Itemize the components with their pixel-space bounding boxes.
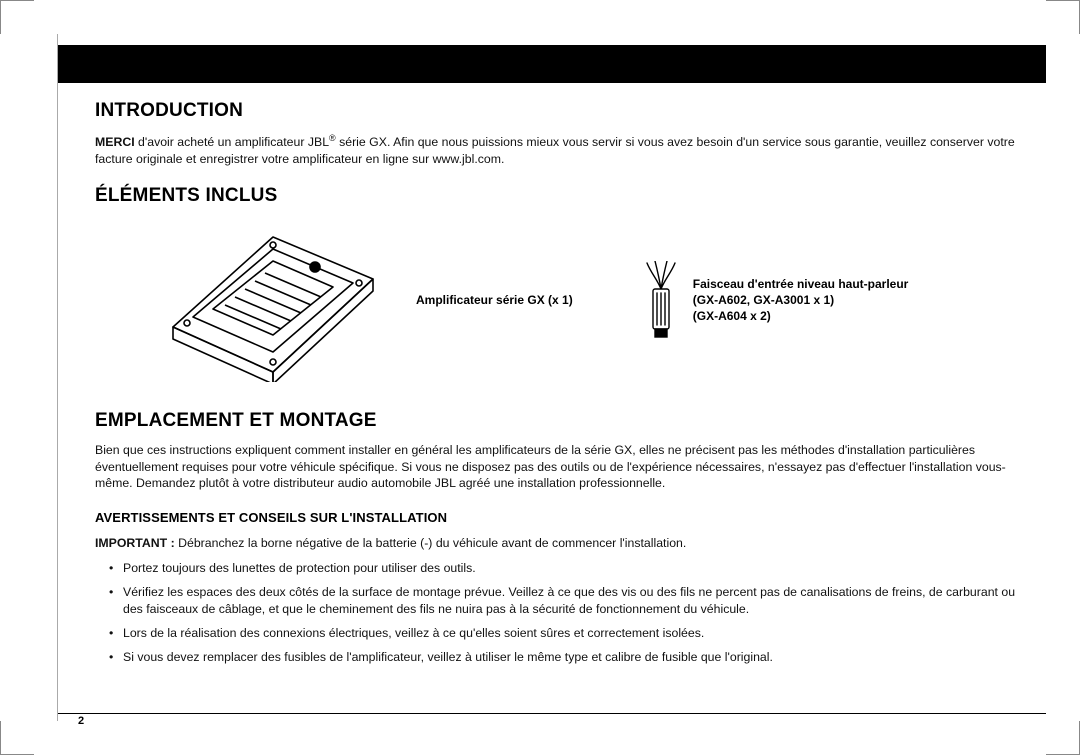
crop-mark-br — [1046, 721, 1080, 755]
wire-harness-icon — [643, 261, 679, 339]
amplifier-icon — [165, 217, 380, 382]
crop-mark-tl — [0, 0, 34, 34]
introduction-paragraph: MERCI d'avoir acheté un amplificateur JB… — [95, 132, 1025, 167]
introduction-heading: INTRODUCTION — [95, 100, 1025, 122]
harness-label-line2: (GX-A602, GX-A3001 x 1) — [693, 292, 909, 308]
bullet-item: Si vous devez remplacer des fusibles de … — [113, 649, 1025, 666]
crop-mark-tr — [1046, 0, 1080, 34]
important-bold: IMPORTANT : — [95, 536, 175, 550]
amplifier-label: Amplificateur série GX (x 1) — [416, 293, 573, 307]
amplifier-item: Amplificateur série GX (x 1) — [165, 217, 573, 382]
manual-page: INTRODUCTION MERCI d'avoir acheté un amp… — [0, 0, 1080, 755]
harness-label-line1: Faisceau d'entrée niveau haut-parleur — [693, 276, 909, 292]
mounting-paragraph: Bien que ces instructions expliquent com… — [95, 442, 1025, 492]
footer-rule — [58, 713, 1046, 714]
crop-mark-bl — [0, 721, 34, 755]
warnings-heading: AVERTISSEMENTS ET CONSEILS SUR L'INSTALL… — [95, 510, 1025, 525]
harness-item: Faisceau d'entrée niveau haut-parleur (G… — [643, 261, 909, 339]
bullet-item: Lors de la réalisation des connexions él… — [113, 625, 1025, 642]
harness-label: Faisceau d'entrée niveau haut-parleur (G… — [693, 276, 909, 325]
included-heading: ÉLÉMENTS INCLUS — [95, 185, 1025, 207]
warning-bullets: Portez toujours des lunettes de protecti… — [113, 560, 1025, 667]
mounting-heading: EMPLACEMENT ET MONTAGE — [95, 410, 1025, 432]
page-number: 2 — [78, 715, 84, 727]
thanks-bold: MERCI — [95, 135, 135, 149]
content-area: INTRODUCTION MERCI d'avoir acheté un amp… — [95, 100, 1025, 674]
important-note: IMPORTANT : Débranchez la borne négative… — [95, 535, 1025, 552]
bullet-item: Vérifiez les espaces des deux côtés de l… — [113, 584, 1025, 618]
included-items-row: Amplificateur série GX (x 1) — [165, 217, 1025, 382]
bullet-item: Portez toujours des lunettes de protecti… — [113, 560, 1025, 577]
thanks-text-1: d'avoir acheté un amplificateur JBL — [135, 135, 329, 149]
registered-mark: ® — [329, 133, 336, 143]
left-gutter — [34, 34, 58, 721]
header-black-bar — [58, 45, 1046, 83]
harness-label-line3: (GX-A604 x 2) — [693, 308, 909, 324]
important-text: Débranchez la borne négative de la batte… — [175, 536, 687, 550]
